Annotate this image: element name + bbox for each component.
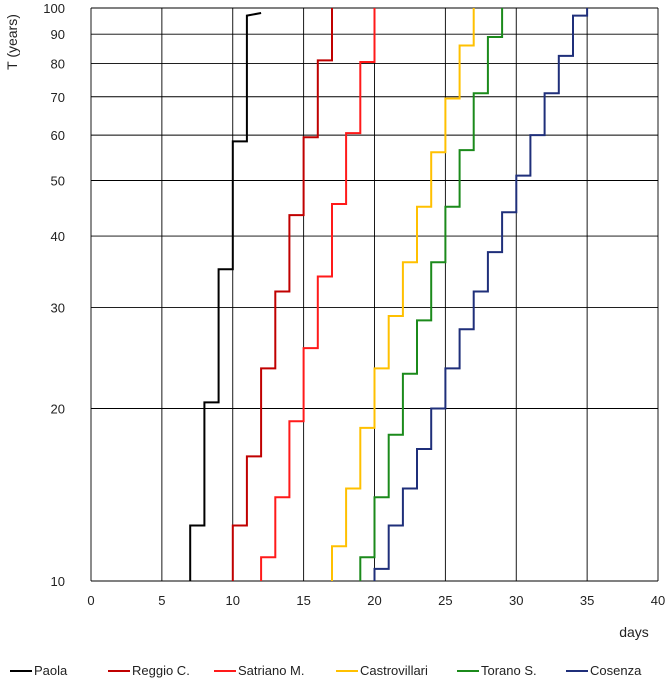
legend-label-satriano-m: Satriano M.: [238, 663, 304, 678]
series-line-castrovillari: [331, 8, 475, 581]
y-tick-label: 90: [51, 27, 65, 42]
series-line-cosenza: [373, 8, 589, 581]
x-axis-label: days: [619, 624, 649, 640]
y-tick-label: 70: [51, 90, 65, 105]
y-tick-label: 100: [43, 1, 65, 16]
legend-label-castrovillari: Castrovillari: [360, 663, 428, 678]
y-tick-label: 50: [51, 173, 65, 188]
series-line-torano-s: [359, 8, 504, 581]
legend-label-reggio-c: Reggio C.: [132, 663, 190, 678]
series-line-satriano-m: [260, 8, 376, 581]
x-tick-label: 5: [158, 593, 165, 608]
x-tick-label: 10: [226, 593, 240, 608]
series-line-paola: [189, 12, 262, 581]
series-lines: [189, 8, 589, 581]
x-tick-label: 30: [509, 593, 523, 608]
x-tick-labels: 0 5 10 15 20 25 30 35 40: [87, 593, 665, 608]
y-tick-label: 40: [51, 229, 65, 244]
legend-label-cosenza: Cosenza: [590, 663, 642, 678]
y-tick-labels: 10 20 30 40 50 60 70 80 90 100: [43, 1, 65, 589]
y-tick-label: 30: [51, 301, 65, 316]
x-tick-label: 35: [580, 593, 594, 608]
legend-label-paola: Paola: [34, 663, 68, 678]
x-tick-label: 0: [87, 593, 94, 608]
y-tick-label: 20: [51, 402, 65, 417]
x-tick-label: 20: [367, 593, 381, 608]
legend: Paola Reggio C. Satriano M. Castrovillari To…: [10, 663, 642, 678]
legend-label-torano-s: Torano S.: [481, 663, 537, 678]
y-tick-label: 10: [51, 574, 65, 589]
y-tick-label: 60: [51, 128, 65, 143]
y-tick-label: 80: [51, 57, 65, 72]
y-axis-label: T (years): [4, 14, 20, 70]
series-line-reggio-c: [231, 8, 333, 581]
x-tick-label: 25: [438, 593, 452, 608]
x-tick-label: 15: [296, 593, 310, 608]
x-tick-label: 40: [651, 593, 665, 608]
